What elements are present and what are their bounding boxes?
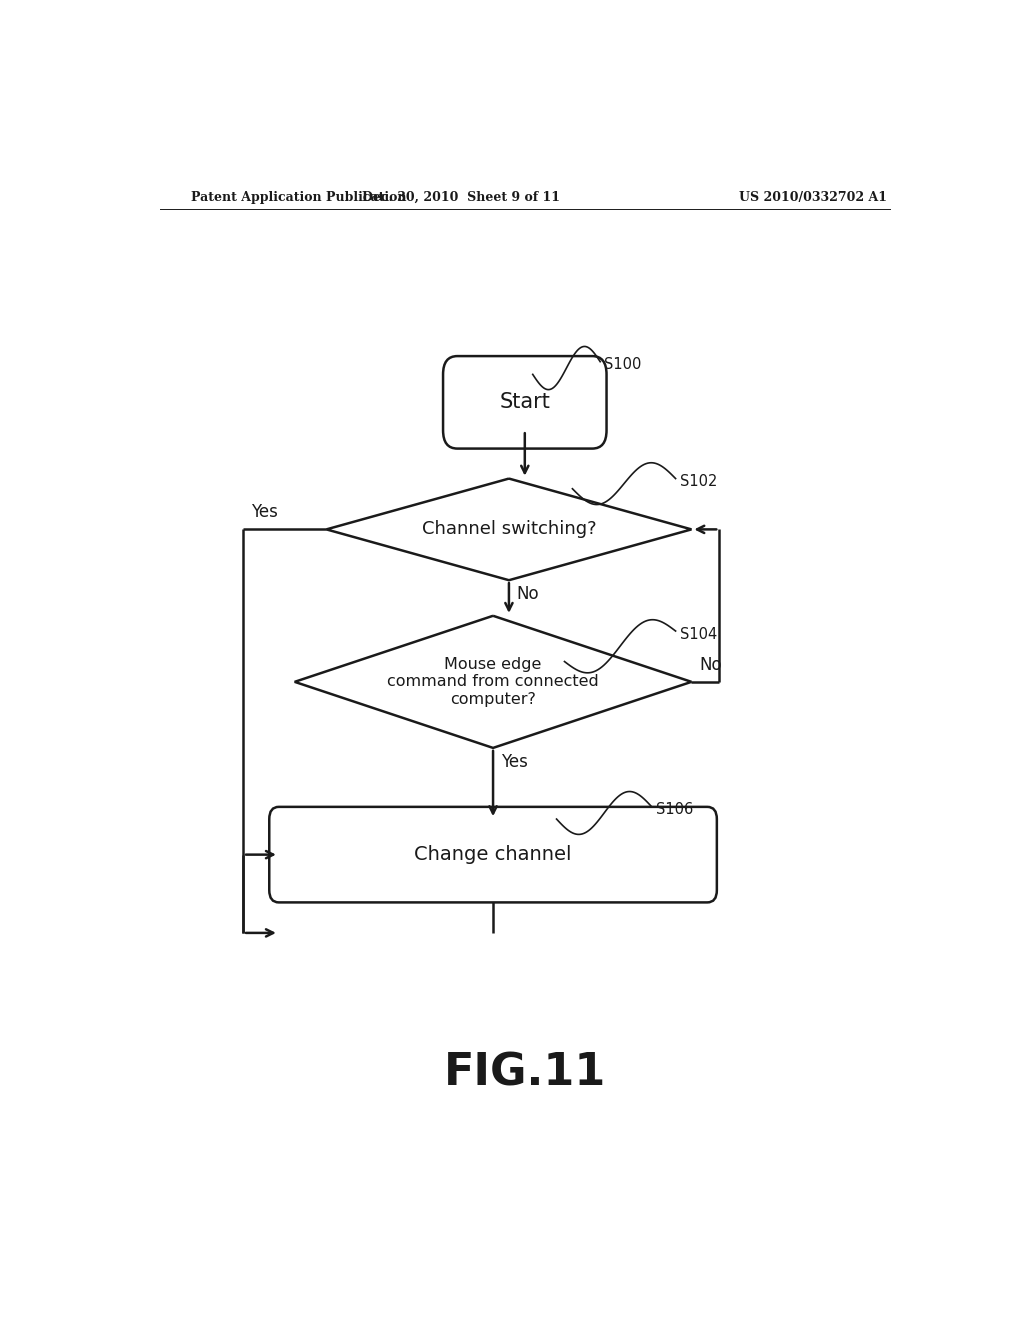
Text: No: No	[699, 656, 722, 673]
Text: Yes: Yes	[501, 752, 527, 771]
FancyBboxPatch shape	[443, 356, 606, 449]
Text: S104: S104	[680, 627, 717, 642]
Text: Change channel: Change channel	[415, 845, 571, 865]
Text: S100: S100	[604, 358, 641, 372]
Text: Yes: Yes	[251, 503, 278, 521]
Text: Patent Application Publication: Patent Application Publication	[191, 190, 407, 203]
Text: Channel switching?: Channel switching?	[422, 520, 596, 539]
Text: Dec. 30, 2010  Sheet 9 of 11: Dec. 30, 2010 Sheet 9 of 11	[362, 190, 560, 203]
Text: FIG.11: FIG.11	[443, 1052, 606, 1094]
Text: Mouse edge
command from connected
computer?: Mouse edge command from connected comput…	[387, 657, 599, 706]
Text: S106: S106	[655, 803, 693, 817]
Text: S102: S102	[680, 474, 717, 490]
Text: US 2010/0332702 A1: US 2010/0332702 A1	[739, 190, 887, 203]
Text: No: No	[517, 585, 540, 603]
Text: Start: Start	[500, 392, 550, 412]
FancyBboxPatch shape	[269, 807, 717, 903]
